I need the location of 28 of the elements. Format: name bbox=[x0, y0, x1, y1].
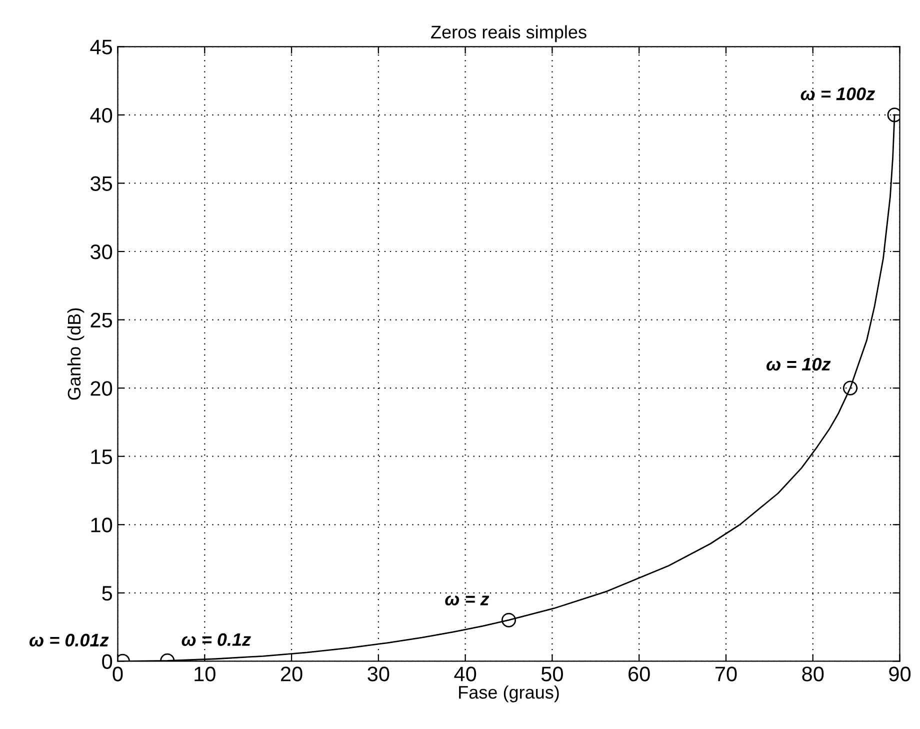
annotation: ω = 10z bbox=[766, 358, 831, 371]
y-tick-label: 40 bbox=[90, 108, 112, 123]
annotation: ω = 0.1z bbox=[182, 633, 251, 646]
x-axis-title: Fase (graus) bbox=[459, 685, 559, 702]
x-tick-label: 20 bbox=[281, 666, 302, 682]
x-tick-label: 70 bbox=[715, 666, 737, 682]
y-tick-label: 20 bbox=[90, 381, 112, 396]
x-tick-label: 10 bbox=[194, 666, 216, 682]
x-tick-label: 90 bbox=[889, 666, 911, 682]
y-tick-label: 45 bbox=[90, 40, 112, 54]
x-tick-label: 50 bbox=[541, 666, 563, 682]
y-tick-label: 0 bbox=[102, 654, 112, 669]
y-tick-label: 15 bbox=[91, 450, 112, 464]
y-axis-title: Ganho (dB) bbox=[67, 308, 84, 400]
y-tick-label: 30 bbox=[90, 244, 112, 260]
annotation: ω = 0.01z bbox=[30, 634, 109, 647]
chart-title: Zeros reais simples bbox=[431, 25, 586, 42]
x-tick-label: 60 bbox=[628, 666, 650, 682]
x-tick-label: 0 bbox=[112, 666, 123, 682]
y-tick-label: 5 bbox=[102, 586, 112, 601]
x-tick-label: 80 bbox=[802, 666, 824, 682]
annotation: ω = z bbox=[445, 596, 490, 606]
y-tick-label: 25 bbox=[90, 312, 112, 328]
annotation: ω = 100z bbox=[800, 87, 875, 100]
y-tick-label: 10 bbox=[91, 518, 112, 532]
y-tick-label: 35 bbox=[90, 176, 112, 191]
x-tick-label: 40 bbox=[454, 666, 476, 682]
x-tick-label: 30 bbox=[368, 666, 390, 682]
